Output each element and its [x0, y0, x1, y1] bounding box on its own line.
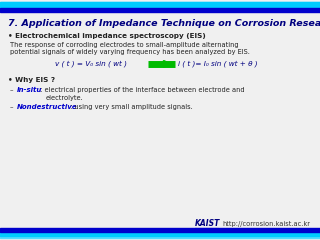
Text: The response of corroding electrodes to small-amplitude alternating: The response of corroding electrodes to … — [10, 42, 239, 48]
Bar — [0, 2, 320, 6]
Text: v ( t ) = V₀ sin ( wt ): v ( t ) = V₀ sin ( wt ) — [55, 60, 127, 67]
Text: http://corrosion.kaist.ac.kr: http://corrosion.kaist.ac.kr — [222, 221, 310, 227]
Text: Nondestructive: Nondestructive — [17, 104, 78, 110]
Text: : electrical properties of the interface between electrode and: : electrical properties of the interface… — [38, 87, 244, 93]
Text: i ( t )= I₀ sin ( wt + θ ): i ( t )= I₀ sin ( wt + θ ) — [178, 60, 258, 67]
Text: • Electrochemical impedance spectroscopy (EIS): • Electrochemical impedance spectroscopy… — [8, 33, 206, 39]
Bar — [0, 228, 320, 232]
Text: In-situ: In-situ — [17, 87, 42, 93]
Text: KAIST: KAIST — [195, 220, 220, 228]
Text: –: – — [10, 87, 16, 93]
Text: 7. Application of Impedance Technique on Corrosion Research: 7. Application of Impedance Technique on… — [8, 19, 320, 28]
Text: • Why EIS ?: • Why EIS ? — [8, 77, 55, 83]
Bar — [0, 230, 320, 236]
Bar — [0, 8, 320, 12]
Text: : using very small amplitude signals.: : using very small amplitude signals. — [68, 104, 193, 110]
Text: potential signals of widely varying frequency has been analyzed by EIS.: potential signals of widely varying freq… — [10, 49, 250, 55]
Text: –: – — [10, 104, 16, 110]
Bar — [0, 2, 320, 8]
Bar — [0, 234, 320, 238]
Text: electrolyte.: electrolyte. — [46, 95, 84, 101]
